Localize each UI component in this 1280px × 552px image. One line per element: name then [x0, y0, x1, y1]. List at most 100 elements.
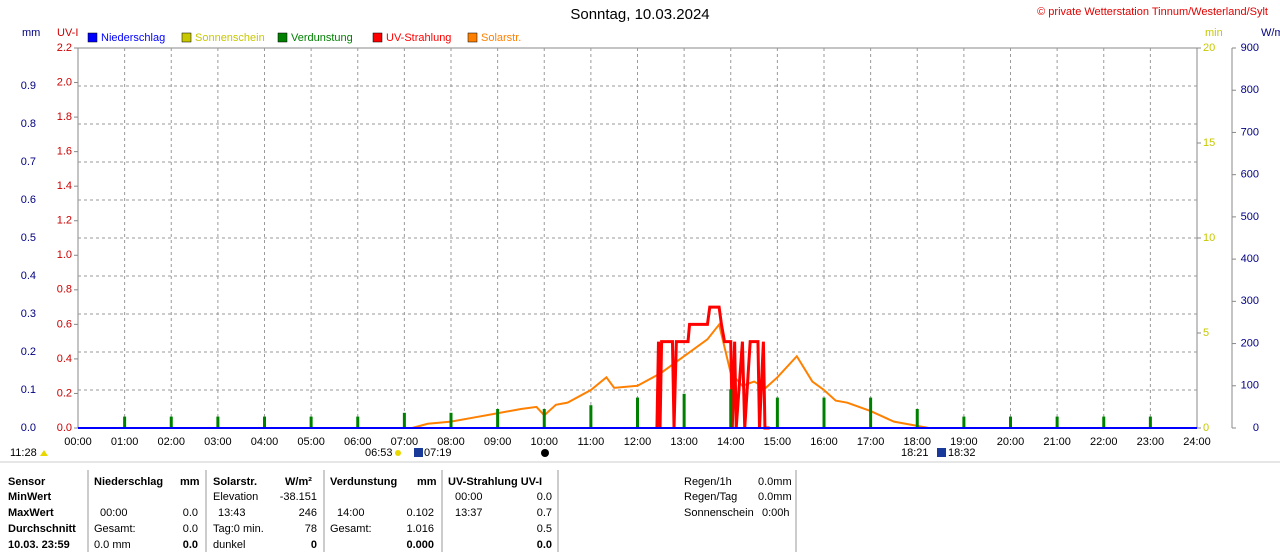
axis-unit: min [1205, 27, 1223, 39]
header: Solarstr. [213, 476, 257, 488]
row-label: MinWert [8, 491, 52, 503]
bar [356, 416, 360, 428]
y-tick-label: 1.2 [57, 215, 72, 227]
x-tick-label: 14:00 [717, 436, 745, 448]
x-tick-label: 10:00 [530, 436, 558, 448]
y-tick-label: 0.4 [21, 270, 36, 282]
cell: 0 [311, 539, 317, 551]
x-tick-label: 05:00 [297, 436, 325, 448]
cell: 0.0 mm [94, 539, 131, 551]
row-label: MaxWert [8, 507, 54, 519]
bar [402, 412, 406, 428]
bar [1102, 416, 1106, 428]
cell: 00:00 [100, 507, 128, 519]
y-tick-label: 0.3 [21, 308, 36, 320]
y-tick-label: 0.1 [21, 384, 36, 396]
y-tick-label: 600 [1241, 169, 1259, 181]
cell: 78 [305, 523, 317, 535]
legend-swatch [181, 32, 192, 43]
cell: Regen/Tag [684, 491, 737, 503]
cell: 0.0mm [758, 476, 792, 488]
x-tick-label: 12:00 [624, 436, 652, 448]
row-label: 10.03. 23:59 [8, 539, 70, 551]
cell: dunkel [213, 539, 245, 551]
y-tick-label: 300 [1241, 295, 1259, 307]
y-tick-label: 0.7 [21, 156, 36, 168]
x-tick-label: 06:00 [344, 436, 372, 448]
x-tick-label: 16:00 [810, 436, 838, 448]
y-tick-label: 0.6 [57, 318, 72, 330]
x-tick-label: 02:00 [157, 436, 185, 448]
x-tick-label: 07:00 [391, 436, 419, 448]
bar [542, 409, 546, 428]
bar [822, 397, 826, 428]
cell: Elevation [213, 491, 258, 503]
y-tick-label: 800 [1241, 84, 1259, 96]
legend-label: UV-Strahlung [386, 32, 451, 44]
cell: Gesamt: [330, 523, 372, 535]
sun-moon-row: 11:28 06:53 07:19 18:21 18:32 [10, 447, 976, 459]
sunrise-time: 07:19 [424, 447, 452, 459]
x-tick-label: 09:00 [484, 436, 512, 448]
cell: 1.016 [406, 523, 434, 535]
y-tick-label: 0.4 [57, 353, 72, 365]
bar [169, 416, 173, 428]
y-tick-label: 1.0 [57, 249, 72, 261]
bar [682, 393, 686, 428]
cell: 0.7 [537, 507, 552, 519]
bar [496, 409, 500, 428]
y-tick-label: 0.8 [21, 118, 36, 130]
icon [937, 448, 946, 457]
y-tick-label: 20 [1203, 42, 1215, 54]
series-line [655, 305, 770, 430]
bar [263, 416, 266, 428]
y-tick-label: 5 [1203, 327, 1209, 339]
y-tick-label: 900 [1241, 42, 1259, 54]
y-tick-label: 100 [1241, 380, 1259, 392]
cell: Gesamt: [94, 523, 136, 535]
cell: 0:00h [762, 507, 790, 519]
cell: 0.0 [183, 507, 198, 519]
x-tick-label: 20:00 [997, 436, 1025, 448]
y-tick-label: 0.2 [21, 346, 36, 358]
legend-label: Niederschlag [101, 32, 165, 44]
bar [123, 416, 127, 428]
bar [449, 412, 453, 428]
icon [395, 450, 401, 456]
legend-swatch [372, 32, 383, 43]
y-tick-label: 0.9 [21, 80, 36, 92]
icon [40, 450, 48, 456]
axis-unit: mm [22, 27, 40, 39]
cell: Regen/1h [684, 476, 732, 488]
chart-title: Sonntag, 10.03.2024 [570, 6, 709, 23]
header: Verdunstung [330, 476, 397, 488]
cell: -38.151 [280, 491, 317, 503]
bar [309, 416, 313, 428]
cell: Tag:0 min. [213, 523, 264, 535]
unit: W/m² [285, 476, 312, 488]
y-tick-label: 10 [1203, 232, 1215, 244]
x-tick-label: 04:00 [251, 436, 279, 448]
cell: 0.102 [406, 507, 434, 519]
x-tick-label: 15:00 [764, 436, 792, 448]
moon-icon [541, 449, 549, 457]
x-tick-label: 08:00 [437, 436, 465, 448]
y-tick-label: 500 [1241, 211, 1259, 223]
legend-swatch [467, 32, 478, 43]
y-tick-label: 1.4 [57, 180, 72, 192]
legend-swatch [87, 32, 98, 43]
x-tick-label: 13:00 [670, 436, 698, 448]
row-label: Sensor [8, 476, 46, 488]
series-line [411, 322, 930, 429]
cell: 14:00 [337, 507, 365, 519]
y-tick-label: 0.8 [57, 284, 72, 296]
x-tick-label: 17:00 [857, 436, 885, 448]
legend-label: Sonnenschein [195, 32, 265, 44]
unit: mm [417, 476, 437, 488]
cell: 246 [299, 507, 317, 519]
x-tick-label: 03:00 [204, 436, 232, 448]
y-tick-label: 1.8 [57, 111, 72, 123]
y-tick-label: 0 [1203, 422, 1209, 434]
x-tick-label: 01:00 [111, 436, 139, 448]
